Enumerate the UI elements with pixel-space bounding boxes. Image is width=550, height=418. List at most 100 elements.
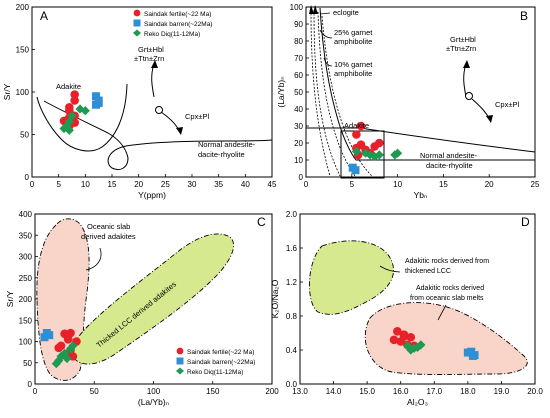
panel-c-oceanic-label-2: derived adakites [81, 232, 136, 241]
panel-c-xtick-label: 200 [265, 387, 279, 396]
panel-c-barren-point [45, 331, 54, 340]
panel-a-ylabel: Sr/Y [2, 83, 12, 100]
panel-c-marks [40, 328, 81, 369]
panel-d-marks [389, 327, 479, 360]
legend-a-barren-label: Saindak barren(~22Ma) [144, 21, 212, 28]
panel-b-reko-point [360, 148, 371, 158]
panel-a-xtick-label: 0 [30, 180, 35, 189]
panel-b-ytick-label: 0 [299, 173, 304, 182]
panel-a-xtick-label: 30 [188, 180, 197, 189]
panel-b-barren-point [351, 166, 360, 175]
panel-b-fertile-point [370, 142, 380, 151]
panel-c-xtick-label: 0 [33, 387, 38, 396]
panel-c-ytick-label: 0 [28, 380, 33, 389]
panel-a-ytick-label: 0 [25, 173, 30, 182]
panel-b-eclogite-pointer [319, 12, 331, 15]
panel-a-grt-label-2: ±Ttn±Zrn [134, 54, 164, 63]
panel-a-fertile-point [70, 96, 79, 105]
panel-d-reko-point [416, 340, 426, 350]
panel-d-slab-field [364, 302, 528, 375]
legend-c-reko-marker [176, 367, 184, 375]
panel-b-eclogite-arrow-1 [309, 5, 314, 14]
panel-b-reko-point [374, 150, 384, 160]
panel-a-barren-point [94, 99, 103, 108]
panel-d-slab-label-2: from oceanic slab melts [410, 295, 484, 302]
panel-d-slab-pointer [437, 304, 447, 321]
panel-b-fertile-point [356, 121, 366, 131]
panel-a-reko-point [75, 104, 85, 114]
panel-d-xtick-label: 17.0 [426, 387, 442, 396]
panel-d-fertile-point [399, 330, 409, 340]
panel-b-adakite-box [340, 130, 385, 179]
panel-b-ytick-label: 60 [294, 71, 303, 80]
panel-a-fractionation-curve [151, 63, 155, 98]
panel-a-marks [59, 90, 103, 135]
panel-a: 0 5 10 15 20 25 30 35 40 45 0 50 100 150 200 Y(ppm) Sr/Y… [2, 3, 277, 200]
panel-d-reko-point [412, 342, 423, 353]
panel-c-ytick-label: 150 [19, 316, 33, 325]
panel-b-garnet25-pointer [319, 29, 333, 39]
panel-d-ytick-label: 2.0 [286, 210, 298, 219]
panel-c-xtick-label: 100 [147, 387, 161, 396]
panel-b-ytick-label: 40 [294, 105, 303, 114]
panel-a-xtick-label: 45 [268, 180, 277, 189]
panel-a-reko-point [62, 121, 72, 131]
panel-a-ytick-label: 200 [16, 3, 30, 12]
panel-a-label: A [40, 9, 48, 23]
panel-b-garnet10-curve [321, 15, 373, 177]
panel-c-legend: Saindak fertile(~22 Ma) Saindak barren(~… [176, 347, 255, 376]
panel-c-oceanic-pointer [85, 247, 102, 271]
panel-b-adakite-boundary [319, 7, 535, 161]
panel-d-label: D [521, 215, 530, 229]
panel-d-lcc-label-2: thickened LCC [405, 268, 451, 275]
panel-d-ytick-label: 1.6 [286, 244, 298, 253]
panel-d: 13.0 14.0 15.0 16.0 17.0 18.0 19.0 20.0 0.0 0.4 0.… [270, 210, 543, 407]
panel-a-adakite-label: Adakite [56, 82, 81, 91]
panel-c-fertile-point [54, 343, 63, 353]
panel-b-fractionation-curve [463, 63, 467, 98]
panel-b-label: B [520, 9, 528, 23]
panel-d-barren-point [468, 351, 477, 360]
panel-a-reko-point [64, 117, 74, 127]
panel-c-ytick-label: 200 [19, 295, 33, 304]
panel-c-reko-point [65, 344, 76, 354]
panel-d-lcc-pointer [379, 265, 401, 273]
panel-d-xtick-label: 14.0 [326, 387, 342, 396]
panel-b-xtick-label: 5 [350, 180, 355, 189]
panel-b-grt-label-1: Grt±Hbl [450, 35, 476, 44]
panel-c-xtick-label: 50 [90, 387, 99, 396]
panel-a-reko-point [80, 106, 90, 116]
panel-a-grt-label-1: Grt±Hbl [138, 45, 164, 54]
panel-d-fertile-point [396, 337, 406, 346]
legend-c-reko-label: Reko Diq(11-12Ma) [187, 369, 243, 376]
panel-a-fertile-point [70, 90, 79, 99]
panel-c-reko-point [60, 348, 70, 358]
panel-a-normal-boundary [43, 100, 273, 171]
legend-a-barren-marker [133, 19, 141, 27]
panel-b-ytick-label: 30 [294, 122, 303, 131]
panel-c-ytick-label: 400 [19, 210, 33, 219]
panel-b-eclogite-curve-2 [313, 9, 341, 177]
panel-a-ytick-label: 100 [16, 88, 30, 97]
panel-b: 0 5 10 15 20 25 0 10 20 30 40 50 60 70 80 90 100 Ybₙ (La/Y… [276, 3, 540, 200]
panel-d-fertile-point [389, 335, 399, 345]
panel-d-xtick-label: 19.0 [494, 387, 510, 396]
panel-c-ytick-label: 350 [19, 231, 33, 240]
panel-a-arrow-down [176, 127, 183, 135]
panel-d-axes: 13.0 14.0 15.0 16.0 17.0 18.0 19.0 20.0 0.0 0.4 0.… [270, 210, 543, 407]
panel-a-ytick-label: 50 [20, 131, 29, 140]
panel-d-lcc-field [309, 240, 394, 315]
panel-b-grt-label-2: ±Ttn±Zrn [446, 44, 476, 53]
panel-b-ytick-label: 80 [294, 37, 303, 46]
panel-b-garnet10-label-2: amphibolite [334, 69, 372, 78]
panel-b-xtick-label: 0 [304, 180, 309, 189]
panel-a-axes: 0 5 10 15 20 25 30 35 40 45 0 50 100 150 200 Y(ppm) Sr/Y [2, 3, 277, 200]
panel-d-ylabel: K₂O/Na₂O [270, 279, 280, 318]
panel-b-ytick-label: 10 [294, 156, 303, 165]
panel-d-xlabel: Al₂O₃ [407, 397, 428, 407]
panel-b-normal-label-1: Normal andesite- [420, 151, 478, 160]
panel-b-ytick-label: 70 [294, 54, 303, 63]
panel-b-normal-label-2: dacite-rhyolite [426, 161, 473, 170]
panel-a-xtick-label: 5 [56, 180, 61, 189]
panel-b-reko-point [351, 146, 361, 157]
